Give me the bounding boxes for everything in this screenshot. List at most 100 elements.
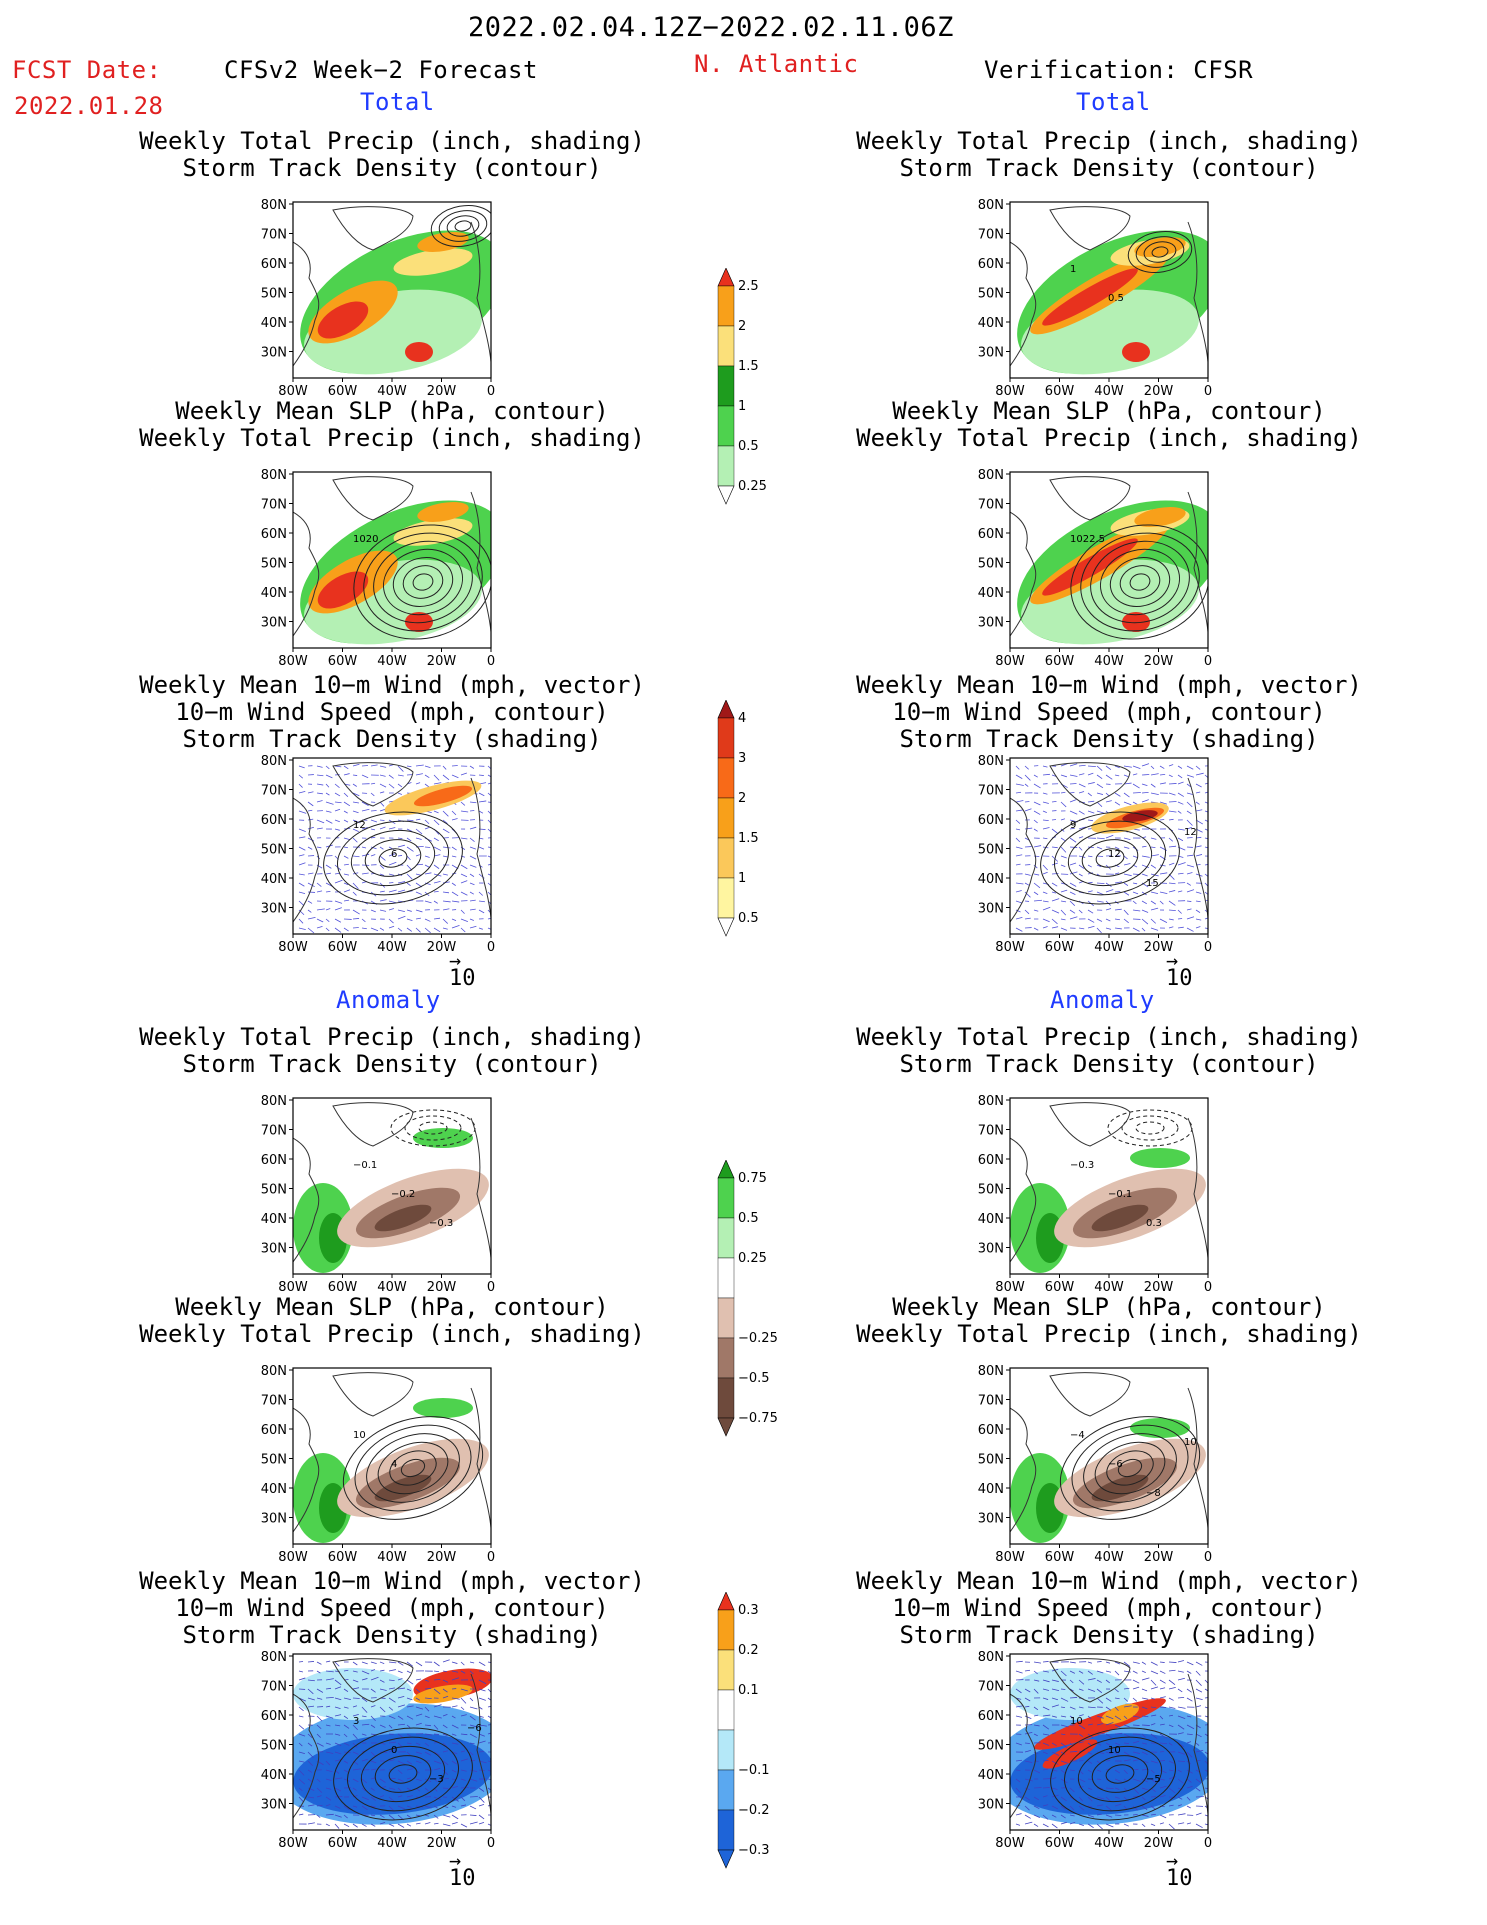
wind-vector <box>424 1733 432 1736</box>
wind-vector <box>1114 1706 1119 1712</box>
wind-vector <box>1150 1733 1158 1739</box>
section-anomaly-left: Anomaly <box>336 986 441 1014</box>
lat-label: 50N <box>978 1183 1004 1198</box>
wind-vector <box>1078 773 1085 776</box>
lon-label: 0 <box>487 1280 495 1295</box>
wind-vector <box>406 1805 412 1808</box>
shading-region <box>1122 342 1150 362</box>
wind-vector <box>1042 1688 1050 1691</box>
wind-vector <box>298 1751 305 1755</box>
wind-vector <box>478 900 485 903</box>
europe-africa-coastline <box>470 1117 491 1259</box>
colorbar-swatch <box>717 1769 735 1811</box>
wind-vector <box>1096 864 1102 868</box>
wind-vector <box>298 1796 304 1803</box>
wind-vector <box>433 1805 438 1809</box>
wind-vector <box>1042 1751 1048 1755</box>
wind-vector <box>1141 799 1149 803</box>
colorbar-swatch <box>717 445 735 487</box>
wind-vector <box>1051 1732 1057 1735</box>
wind-vector <box>1132 1679 1140 1684</box>
wind-vector <box>1123 1724 1130 1728</box>
wind-vector <box>325 890 331 893</box>
shading-region <box>405 342 433 362</box>
wind-vector <box>1105 1742 1111 1746</box>
contour-line <box>350 829 436 887</box>
wind-vector <box>433 864 440 869</box>
wind-vector <box>1042 918 1050 923</box>
wind-vector <box>298 918 304 924</box>
lon-label: 60W <box>1045 654 1075 669</box>
contour-label: 12 <box>1184 827 1197 838</box>
wind-vector <box>478 1706 483 1710</box>
wind-vector <box>1204 1805 1208 1809</box>
colorbar-swatch <box>717 1297 735 1339</box>
wind-vector <box>1042 792 1048 795</box>
wind-vector <box>1042 810 1047 814</box>
wind-vector <box>370 927 379 932</box>
wind-vector <box>352 1724 358 1731</box>
wind-vector <box>478 927 483 930</box>
wind-vector <box>469 873 475 877</box>
wind-vector <box>1033 1814 1041 1818</box>
wind-vector <box>406 1661 414 1667</box>
wind-vector <box>1051 846 1058 849</box>
wind-vector <box>1204 1751 1208 1755</box>
wind-vector <box>1141 1778 1148 1783</box>
wind-vector <box>1186 1688 1192 1693</box>
wind-vector <box>1033 1670 1038 1675</box>
lat-label: 70N <box>978 498 1004 513</box>
wind-vector <box>379 801 385 807</box>
wind-vector <box>460 918 468 922</box>
wind-vector <box>1096 1813 1102 1816</box>
wind-vector <box>451 1677 460 1681</box>
panel-title-line: Weekly Total Precip (inch, shading) <box>856 424 1362 452</box>
wind-vector <box>1132 1740 1140 1744</box>
wind-vector <box>397 915 406 920</box>
wind-vector <box>334 1823 340 1829</box>
wind-vector <box>415 1688 421 1693</box>
wind-vector <box>361 1787 366 1792</box>
wind-vector <box>487 891 491 896</box>
wind-vector <box>334 1814 342 1818</box>
lat-label: 60N <box>261 1709 287 1724</box>
wind-vector <box>451 1769 457 1773</box>
lat-label: 60N <box>261 527 287 542</box>
wind-vector <box>352 837 358 843</box>
wind-vector <box>451 1814 459 1820</box>
wind-vector <box>1015 837 1021 843</box>
wind-vector <box>1186 1670 1192 1674</box>
wind-vector <box>1177 1822 1185 1825</box>
wind-vector <box>1051 1814 1057 1818</box>
wind-vector <box>1015 882 1024 885</box>
map-panel-vf-anom-2: −4 −6 −8 10 80N 70N 60N 50N 40N 30N 80W 60W 40W 20W 0 <box>952 1356 1230 1576</box>
wind-vector <box>370 1661 377 1665</box>
wind-vector <box>1177 926 1184 929</box>
wind-vector <box>460 1823 468 1828</box>
wind-vector <box>433 1724 439 1730</box>
wind-vector <box>1204 1769 1208 1773</box>
wind-vector <box>406 846 414 852</box>
wind-vector <box>307 791 314 794</box>
wind-vector <box>1168 1714 1174 1717</box>
wind-vector <box>1177 765 1183 769</box>
wind-vector <box>352 1713 359 1717</box>
contour-line <box>388 1764 418 1784</box>
wind-vector <box>1186 1786 1193 1789</box>
greenland-coastline <box>332 1658 414 1703</box>
wind-vector <box>1114 1715 1122 1721</box>
wind-vector <box>433 890 439 893</box>
wind-vector <box>433 1715 442 1719</box>
wind-vector <box>424 1706 430 1712</box>
wind-vector <box>1033 1661 1042 1664</box>
wind-vector <box>1042 1714 1051 1717</box>
wind-vector <box>388 1706 394 1711</box>
wind-vector <box>1123 1759 1131 1762</box>
wind-vector <box>316 890 323 893</box>
wind-vector <box>1105 927 1112 930</box>
wind-vector <box>1114 908 1122 911</box>
wind-vector <box>1060 1805 1066 1810</box>
wind-vector <box>460 1758 468 1762</box>
panel-title-line: Storm Track Density (contour) <box>899 154 1319 182</box>
wind-vector <box>1033 909 1039 912</box>
